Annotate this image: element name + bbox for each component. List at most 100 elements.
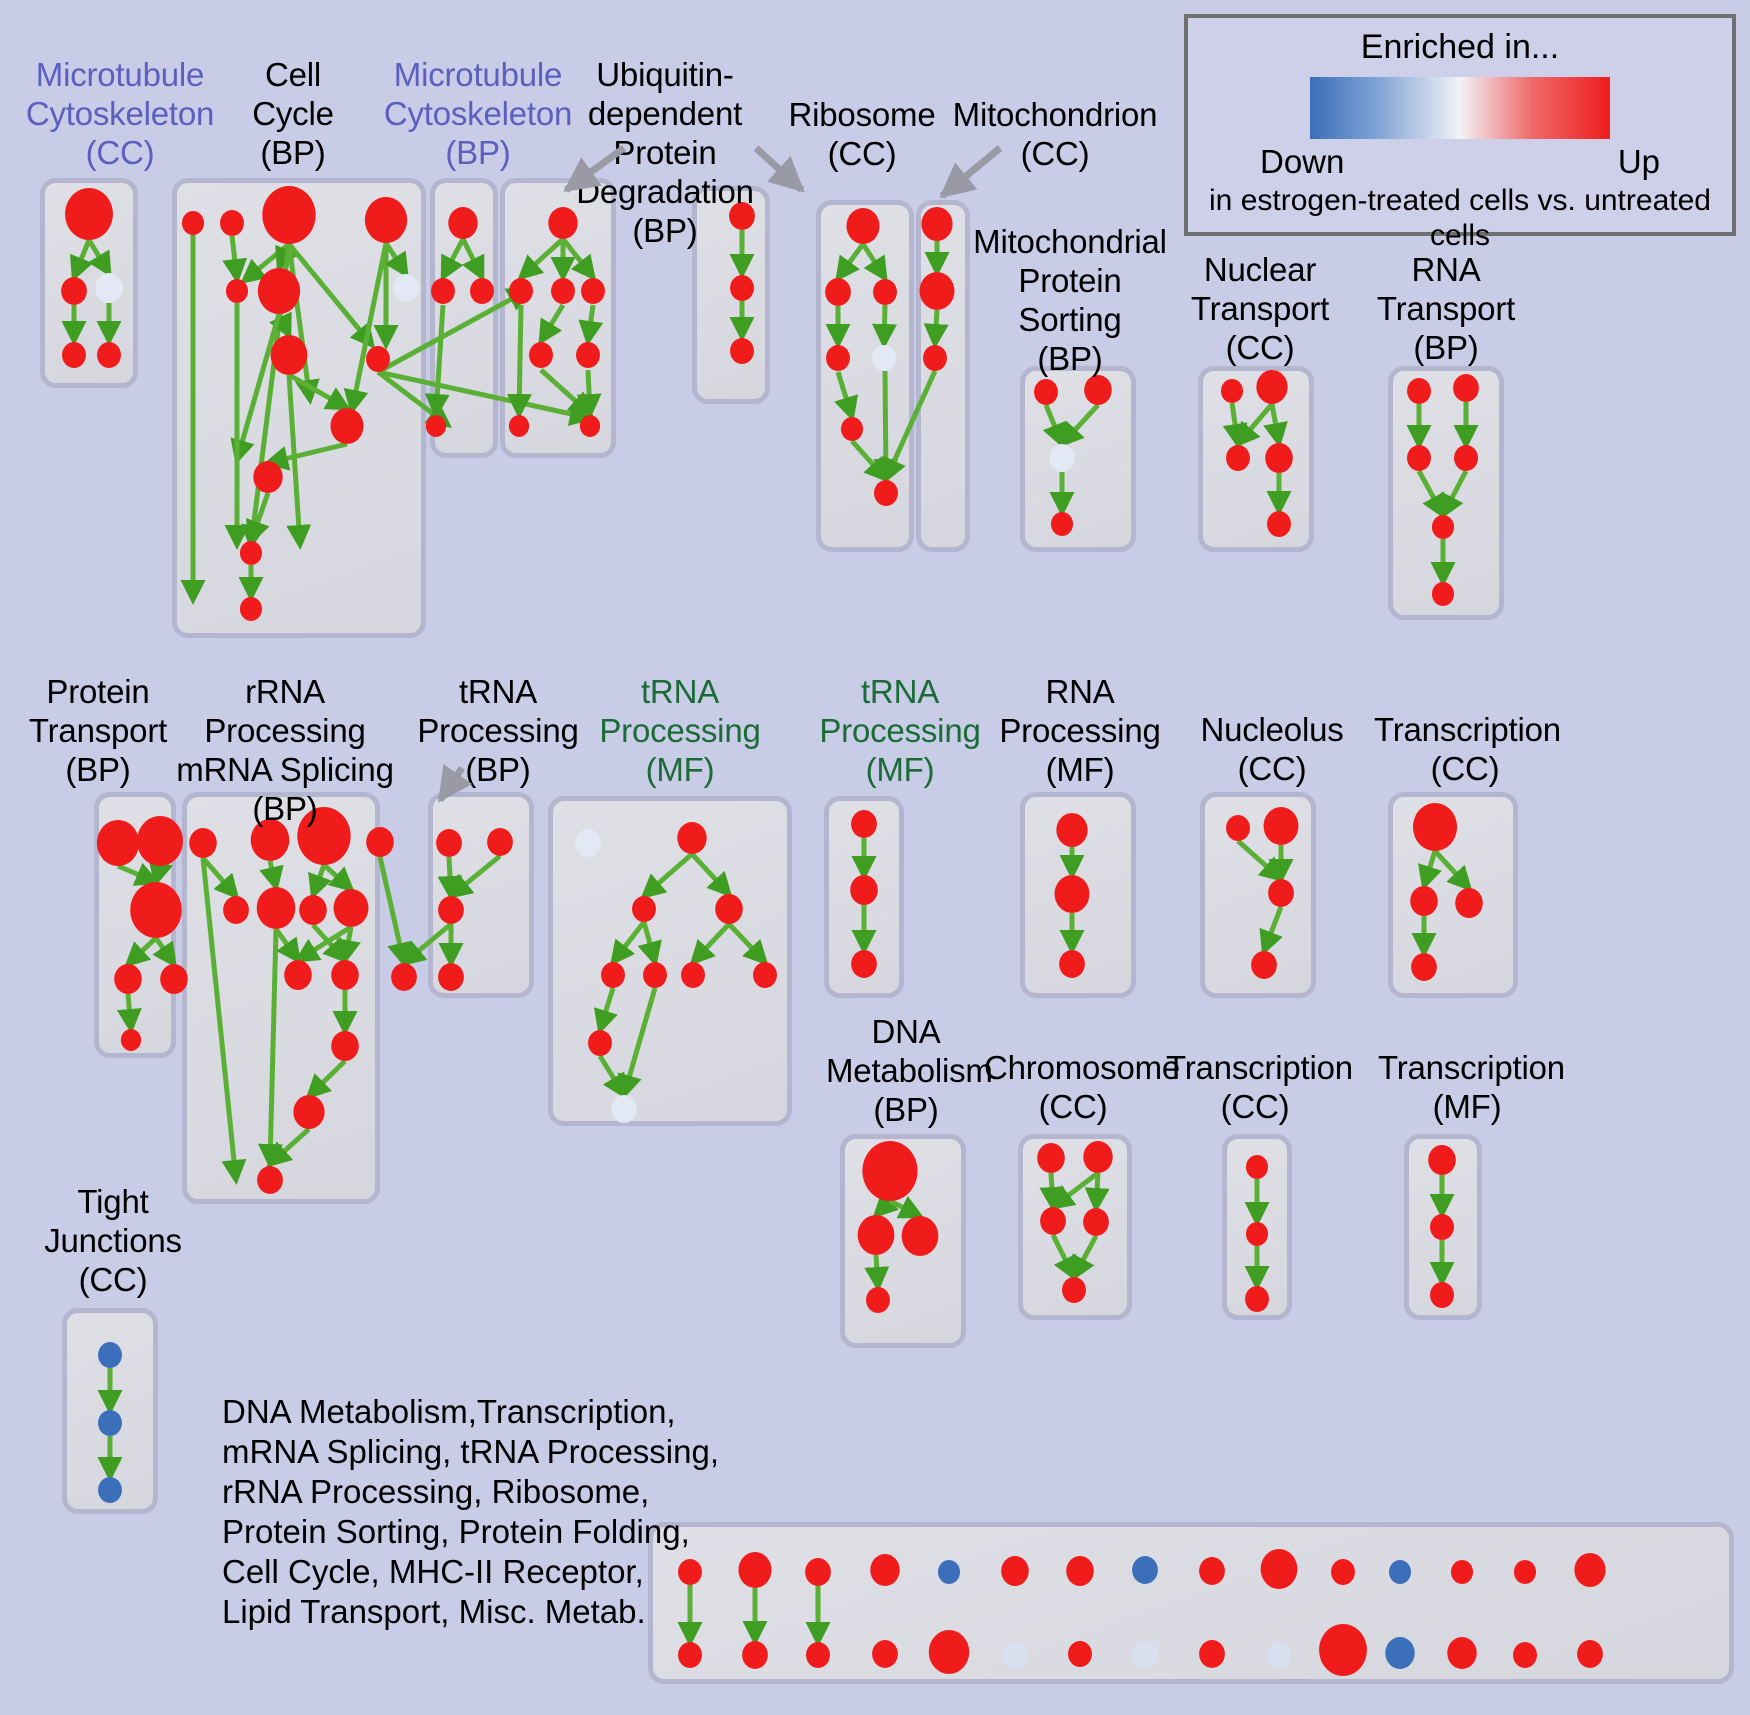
go-term-node[interactable]	[738, 1552, 772, 1588]
go-term-node[interactable]	[1431, 515, 1455, 539]
go-term-node[interactable]	[1407, 445, 1431, 471]
go-term-node[interactable]	[364, 197, 408, 243]
go-term-node[interactable]	[425, 415, 447, 437]
go-term-node[interactable]	[901, 1216, 939, 1256]
go-term-node[interactable]	[61, 277, 87, 305]
go-term-node[interactable]	[678, 1642, 702, 1668]
go-term-node[interactable]	[1050, 512, 1074, 536]
go-term-node[interactable]	[98, 1410, 122, 1436]
go-term-node[interactable]	[98, 1342, 122, 1368]
go-term-node[interactable]	[98, 1477, 122, 1503]
go-term-node[interactable]	[331, 960, 359, 990]
go-term-node[interactable]	[1260, 1549, 1298, 1589]
go-term-node[interactable]	[225, 279, 249, 303]
go-term-node[interactable]	[160, 964, 188, 994]
go-term-node[interactable]	[677, 822, 707, 854]
go-term-node[interactable]	[256, 887, 296, 929]
go-term-node[interactable]	[391, 963, 417, 991]
go-term-node[interactable]	[681, 962, 705, 988]
go-term-node[interactable]	[872, 345, 896, 371]
go-term-node[interactable]	[297, 807, 351, 865]
go-term-node[interactable]	[330, 408, 364, 444]
go-term-node[interactable]	[872, 1640, 898, 1668]
go-term-node[interactable]	[551, 278, 575, 304]
go-term-node[interactable]	[431, 278, 455, 304]
go-term-node[interactable]	[1132, 1556, 1158, 1584]
go-term-node[interactable]	[1319, 1624, 1367, 1676]
go-term-node[interactable]	[1453, 374, 1479, 402]
go-term-node[interactable]	[1268, 879, 1294, 907]
go-term-node[interactable]	[137, 816, 183, 866]
go-term-node[interactable]	[65, 188, 113, 240]
go-term-node[interactable]	[937, 1560, 961, 1584]
go-term-node[interactable]	[1226, 445, 1250, 471]
go-term-node[interactable]	[643, 962, 667, 988]
go-term-node[interactable]	[448, 207, 478, 239]
go-term-node[interactable]	[1412, 803, 1458, 851]
go-term-node[interactable]	[1040, 1207, 1066, 1235]
go-term-node[interactable]	[95, 273, 123, 303]
go-term-node[interactable]	[1450, 1560, 1474, 1584]
go-term-node[interactable]	[851, 950, 877, 978]
go-term-node[interactable]	[1056, 813, 1088, 847]
go-term-node[interactable]	[806, 1642, 830, 1668]
go-term-node[interactable]	[611, 1095, 637, 1123]
go-term-node[interactable]	[1267, 511, 1291, 537]
go-term-node[interactable]	[262, 186, 316, 244]
go-term-node[interactable]	[850, 875, 878, 905]
go-term-node[interactable]	[581, 278, 605, 304]
go-term-node[interactable]	[250, 819, 290, 861]
go-term-node[interactable]	[874, 480, 898, 506]
go-term-node[interactable]	[1068, 1641, 1092, 1667]
go-term-node[interactable]	[487, 828, 513, 856]
go-term-node[interactable]	[257, 268, 301, 314]
go-term-node[interactable]	[438, 896, 464, 924]
go-term-node[interactable]	[1411, 953, 1437, 981]
go-term-node[interactable]	[181, 211, 205, 235]
go-term-node[interactable]	[1447, 1637, 1477, 1669]
go-term-node[interactable]	[1245, 1222, 1269, 1246]
go-term-node[interactable]	[120, 1029, 142, 1051]
go-term-node[interactable]	[1574, 1553, 1606, 1587]
go-term-node[interactable]	[331, 1031, 359, 1061]
go-term-node[interactable]	[529, 342, 553, 368]
go-term-node[interactable]	[1430, 1214, 1454, 1240]
go-term-node[interactable]	[220, 210, 244, 236]
go-term-node[interactable]	[62, 342, 86, 368]
go-term-node[interactable]	[715, 894, 743, 924]
go-term-node[interactable]	[239, 541, 263, 565]
go-term-node[interactable]	[923, 345, 947, 371]
go-term-node[interactable]	[826, 345, 850, 371]
go-term-node[interactable]	[1245, 1155, 1269, 1179]
go-term-node[interactable]	[1428, 1145, 1456, 1175]
go-term-node[interactable]	[257, 1166, 283, 1194]
go-term-node[interactable]	[870, 1554, 900, 1586]
go-term-node[interactable]	[1001, 1556, 1029, 1586]
go-term-node[interactable]	[393, 274, 419, 302]
go-term-node[interactable]	[1066, 1556, 1094, 1586]
go-term-node[interactable]	[1083, 1141, 1113, 1173]
go-term-node[interactable]	[548, 207, 578, 239]
go-term-node[interactable]	[1513, 1560, 1537, 1584]
go-term-node[interactable]	[851, 810, 877, 838]
go-term-node[interactable]	[1431, 582, 1455, 606]
go-term-node[interactable]	[1226, 815, 1250, 841]
go-term-node[interactable]	[1410, 886, 1438, 916]
go-term-node[interactable]	[873, 279, 897, 305]
go-term-node[interactable]	[189, 828, 217, 858]
go-term-node[interactable]	[366, 346, 390, 372]
go-term-node[interactable]	[579, 415, 601, 437]
go-term-node[interactable]	[1003, 1642, 1027, 1668]
go-term-node[interactable]	[1265, 443, 1293, 473]
go-term-node[interactable]	[1385, 1637, 1415, 1669]
go-term-node[interactable]	[438, 963, 464, 991]
go-term-node[interactable]	[1083, 1208, 1109, 1236]
go-term-node[interactable]	[1251, 951, 1277, 979]
go-term-node[interactable]	[1513, 1642, 1537, 1668]
go-term-node[interactable]	[1407, 378, 1431, 404]
go-term-node[interactable]	[1084, 375, 1112, 405]
go-term-node[interactable]	[1059, 950, 1085, 978]
go-term-node[interactable]	[601, 962, 625, 988]
go-term-node[interactable]	[1331, 1559, 1355, 1585]
go-term-node[interactable]	[921, 207, 953, 241]
